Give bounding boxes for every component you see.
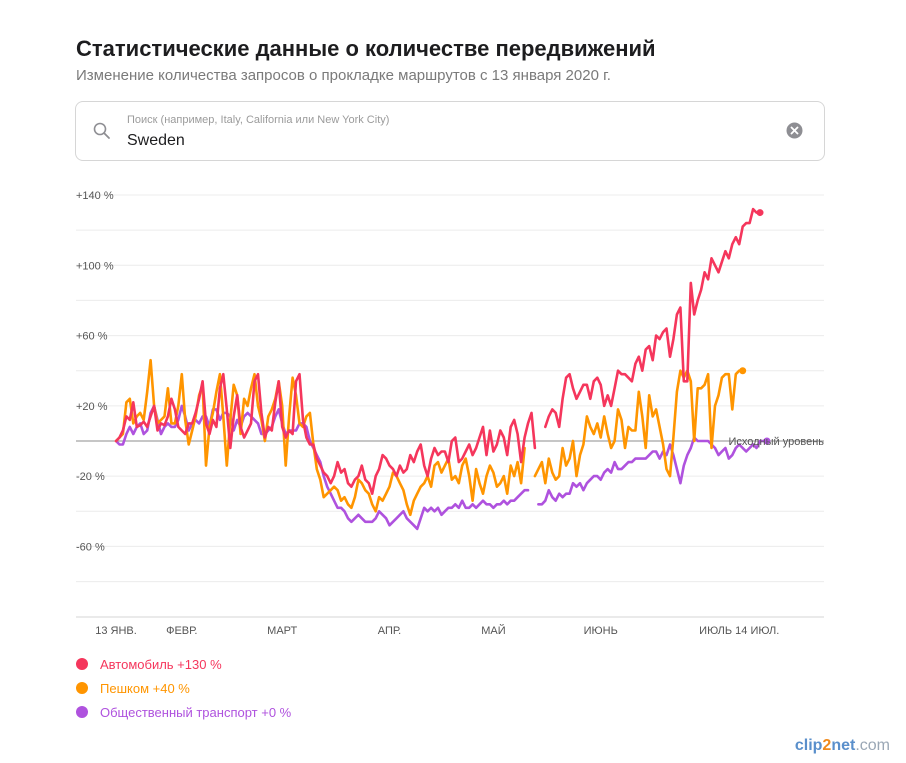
legend-label-transit: Общественный транспорт +0 % <box>100 704 292 720</box>
legend-label-car: Автомобиль +130 % <box>100 656 222 672</box>
search-box[interactable]: Поиск (например, Italy, California или N… <box>75 101 825 161</box>
legend: Автомобиль +130 % Пешком +40 % Обществен… <box>76 652 291 724</box>
legend-item-walking[interactable]: Пешком +40 % <box>76 676 291 700</box>
mobility-chart: +140 % +100 % +60 % +20 % -20 % -60 % 13 ЯНВ. Ф… <box>76 190 824 637</box>
line-transit-end-dot <box>763 437 771 445</box>
y-tick-label: +20 % <box>76 401 108 413</box>
line-car <box>114 372 537 496</box>
legend-item-transit[interactable]: Общественный транспорт +0 % <box>76 700 291 724</box>
legend-dot-car <box>76 658 88 670</box>
y-tick-label: +100 % <box>76 260 114 272</box>
line-walking-end-dot <box>739 367 747 375</box>
line-car <box>543 207 762 429</box>
x-tick-label: ИЮНЬ <box>584 625 618 637</box>
page-subtitle: Изменение количества запросов о прокладк… <box>76 67 611 84</box>
line-walking <box>114 358 526 517</box>
x-tick-label: МАРТ <box>267 625 297 637</box>
search-icon <box>93 122 110 139</box>
y-tick-label: -20 % <box>76 471 105 483</box>
baseline-label: Исходный уровень <box>728 436 824 448</box>
page-title: Статистические данные о количестве перед… <box>76 36 656 61</box>
legend-dot-walking <box>76 682 88 694</box>
x-tick-label: АПР. <box>378 625 401 637</box>
line-transit <box>537 436 769 506</box>
x-tick-label: МАЙ <box>481 624 505 637</box>
x-tick-label: ФЕВР. <box>166 625 197 637</box>
x-tick-label: 13 ЯНВ. <box>95 625 137 637</box>
watermark-logo: clip2net.com <box>794 737 890 754</box>
legend-dot-transit <box>76 706 88 718</box>
clear-search-button[interactable] <box>786 122 803 139</box>
legend-label-walking: Пешком +40 % <box>100 680 190 696</box>
y-tick-label: +60 % <box>76 331 108 343</box>
y-tick-label: +140 % <box>76 190 114 202</box>
line-walking <box>533 369 745 485</box>
legend-item-car[interactable]: Автомобиль +130 % <box>76 652 291 676</box>
line-car-end-dot <box>756 209 764 217</box>
search-placeholder: Поиск (например, Italy, California или N… <box>127 114 390 126</box>
x-tick-label: ИЮЛЬ 14 ИЮЛ. <box>699 625 779 637</box>
y-tick-label: -60 % <box>76 541 105 553</box>
search-input[interactable]: Sweden <box>127 132 185 149</box>
